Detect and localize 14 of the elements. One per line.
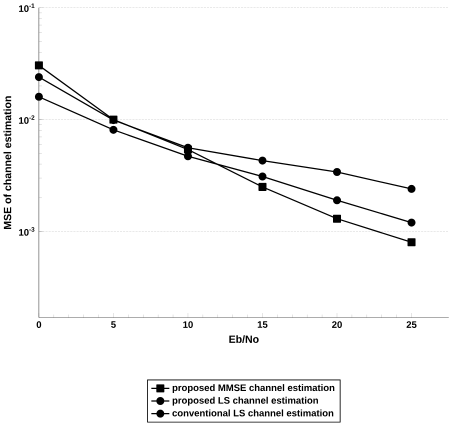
y-axis-title: MSE of channel estimation — [4, 96, 12, 230]
x-tick-label: 5 — [111, 321, 116, 328]
x-axis-title: Eb/No — [229, 335, 259, 344]
legend-label: proposed LS channel estimation — [172, 397, 318, 406]
y-tick-label: 10$^{-2}$ — [19, 116, 34, 124]
x-tick-label: 15 — [258, 321, 268, 328]
legend-label: proposed MMSE channel estimation — [172, 384, 334, 394]
x-tick-label: 25 — [406, 321, 417, 328]
x-tick-label: 10 — [183, 321, 193, 328]
x-tick-label: 0 — [36, 321, 42, 328]
y-tick-label: 10$^{-3}$ — [19, 227, 34, 236]
x-tick-label: 20 — [332, 321, 342, 328]
legend-label: conventional LS channel estimation — [172, 410, 334, 417]
y-tick-label: 10$^{-1}$ — [19, 4, 34, 12]
